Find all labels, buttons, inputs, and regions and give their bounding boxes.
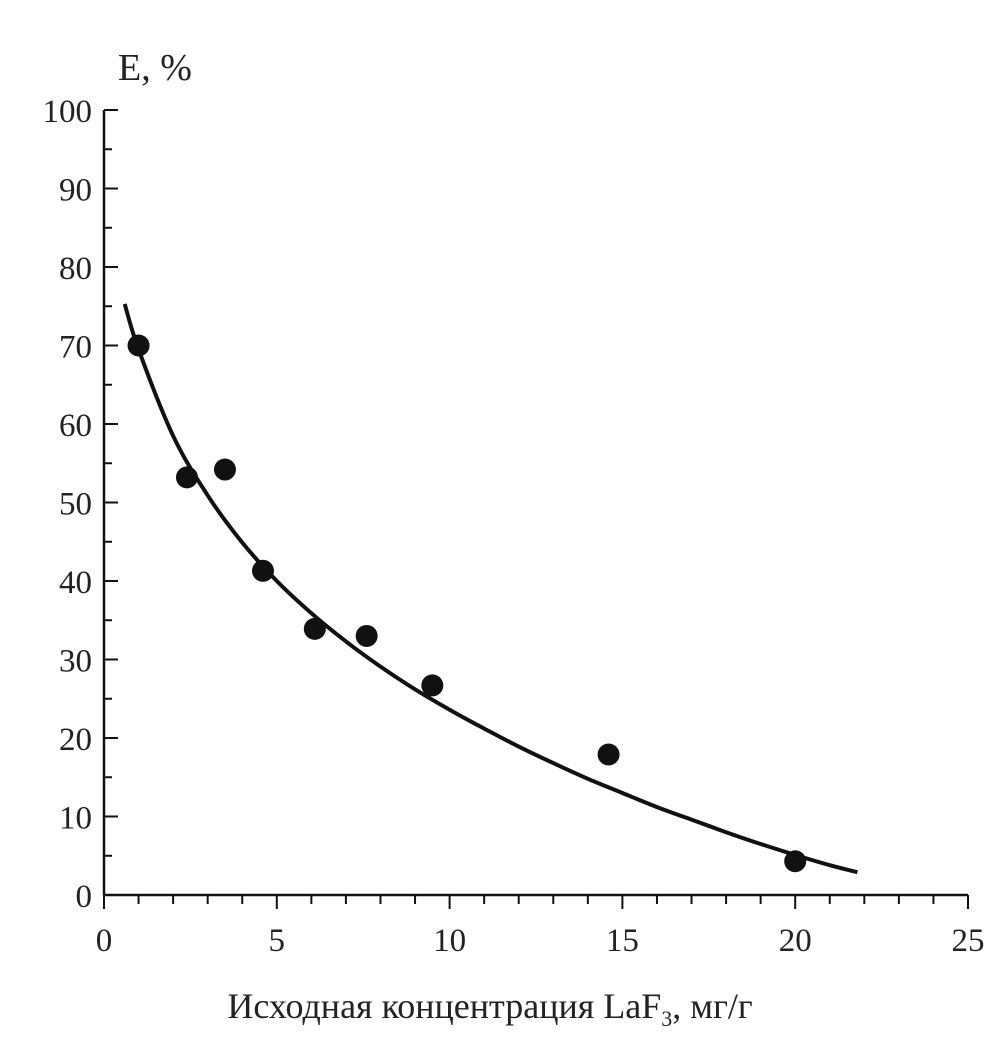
- y-tick-label: 100: [43, 94, 93, 130]
- y-tick-label: 40: [59, 565, 92, 601]
- x-axis-label-subscript: 3: [661, 1006, 672, 1031]
- data-point: [597, 743, 620, 766]
- x-tick-label: 10: [433, 923, 466, 959]
- x-tick-label: 0: [96, 923, 113, 959]
- y-tick-label: 0: [76, 879, 93, 915]
- x-axis-label-suffix: , мг/г: [672, 986, 752, 1026]
- y-tick-label: 90: [59, 173, 92, 209]
- y-tick-label: 60: [59, 408, 92, 444]
- y-tick-label: 10: [59, 801, 92, 837]
- data-point: [303, 617, 326, 640]
- x-tick-label: 25: [952, 923, 985, 959]
- y-tick-label: 80: [59, 251, 92, 287]
- data-point: [421, 674, 444, 697]
- data-point: [355, 624, 378, 647]
- y-tick-label: 70: [59, 330, 92, 366]
- x-axis-label: Исходная концентрация LaF3, мг/г: [227, 986, 752, 1031]
- x-axis-label-prefix: Исходная концентрация LaF: [227, 986, 661, 1026]
- y-tick-label: 50: [59, 487, 92, 523]
- data-point: [175, 466, 198, 489]
- data-point: [784, 850, 807, 873]
- x-tick-label: 15: [606, 923, 639, 959]
- y-tick-label: 20: [59, 722, 92, 758]
- data-point: [213, 458, 236, 481]
- data-point: [251, 559, 274, 582]
- data-points: [127, 334, 807, 873]
- axes: [102, 110, 968, 897]
- y-tick-label: 30: [59, 644, 92, 680]
- ticks: [103, 109, 969, 909]
- data-point: [127, 334, 150, 357]
- trend-curve: [122, 303, 858, 875]
- tick-labels: 0 5 10 15 20 25 0 10 20 30 40 50 60 70 80 90 100: [43, 94, 985, 959]
- y-axis-label: E, %: [118, 47, 192, 89]
- x-tick-label: 5: [269, 923, 286, 959]
- x-tick-label: 20: [779, 923, 812, 959]
